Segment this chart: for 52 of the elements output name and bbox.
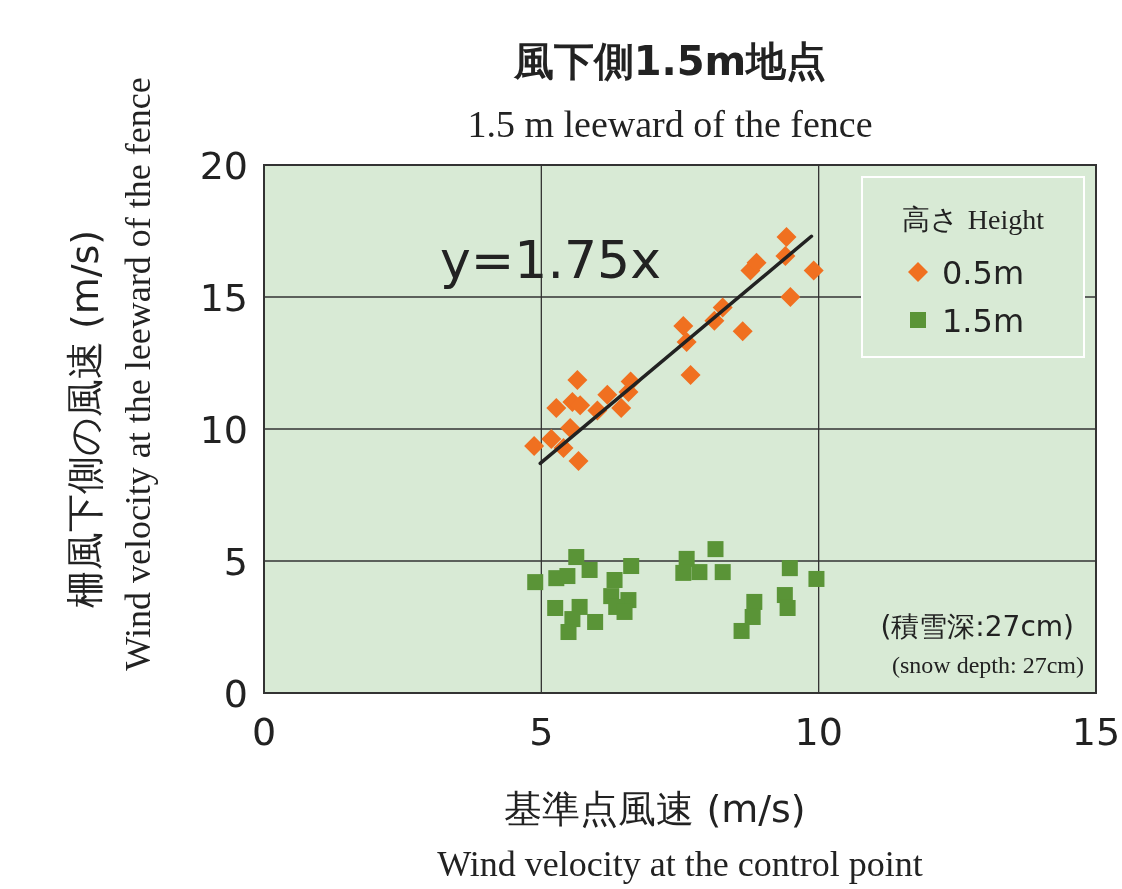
chart-subtitle: 1.5 m leeward of the fence — [467, 103, 873, 145]
point — [546, 397, 567, 418]
x-tick-label: 0 — [251, 710, 277, 754]
point — [581, 561, 598, 578]
point — [559, 568, 576, 585]
legend-title: 高さ Height — [901, 203, 1045, 236]
annotation: (積雪深:27cm) — [880, 610, 1074, 643]
x-tick-label: 15 — [1071, 710, 1121, 754]
legend-label: 1.5m — [942, 302, 1025, 340]
x-tick-label: 5 — [529, 710, 554, 754]
point — [781, 560, 798, 577]
point — [746, 593, 763, 610]
point — [732, 321, 753, 342]
point — [744, 608, 761, 625]
point — [691, 564, 708, 581]
y-axis-title: 柵風下側の風速 (m/s) Wind velocity at the leeward of the fence — [63, 77, 158, 671]
point — [733, 622, 750, 639]
point — [527, 574, 544, 591]
y-tick-label: 15 — [199, 276, 248, 320]
point — [680, 364, 701, 385]
y-tick-label: 0 — [223, 672, 248, 716]
point — [675, 564, 692, 581]
x-axis-title: 基準点風速 (m/s) Wind velocity at the control point — [437, 787, 923, 884]
y-tick-label: 10 — [199, 408, 248, 452]
x-tick-label: 10 — [794, 710, 843, 754]
point — [606, 572, 623, 589]
point — [568, 450, 589, 471]
point — [568, 549, 585, 566]
point — [524, 435, 545, 456]
point — [597, 384, 618, 405]
point — [587, 613, 604, 630]
point — [707, 541, 724, 558]
point — [541, 429, 562, 450]
point — [714, 564, 731, 581]
point — [623, 558, 640, 575]
point — [567, 369, 588, 390]
chart-title: 風下側1.5m地点 — [512, 38, 827, 84]
legend-label: 0.5m — [942, 254, 1025, 292]
point — [547, 599, 564, 616]
point — [560, 417, 581, 438]
point — [611, 397, 632, 418]
y-tick-label: 20 — [199, 144, 248, 188]
point — [803, 260, 824, 281]
point — [776, 227, 797, 248]
y-tick-label: 5 — [223, 540, 248, 584]
point — [779, 599, 796, 616]
annotation: (snow depth: 27cm) — [892, 652, 1084, 678]
point — [673, 316, 694, 337]
point — [746, 252, 767, 273]
point — [780, 287, 801, 307]
point — [560, 624, 577, 641]
point — [808, 570, 825, 587]
